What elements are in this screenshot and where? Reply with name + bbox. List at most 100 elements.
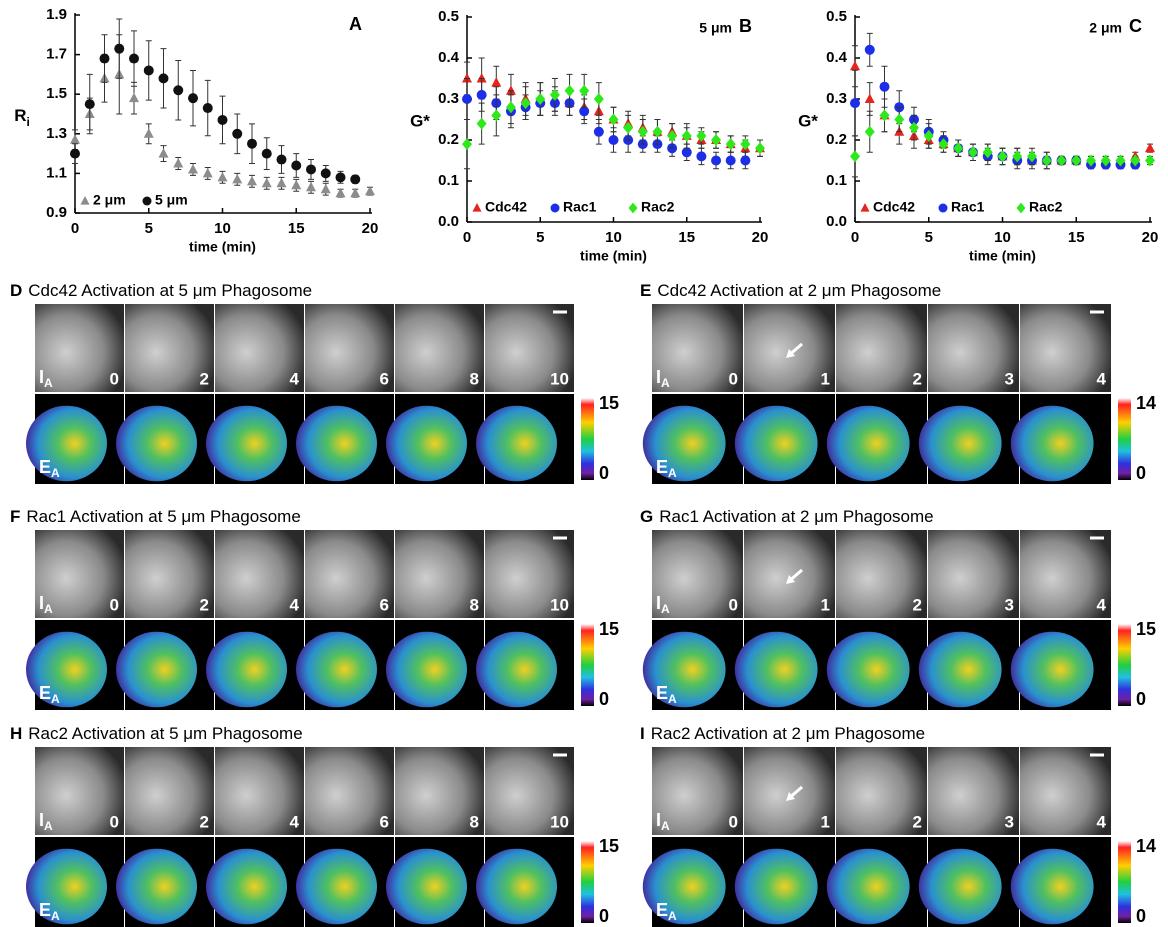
point [879, 81, 890, 92]
colorbar-min: 0 [599, 463, 609, 483]
frame-time: 10 [550, 812, 569, 831]
point [491, 109, 502, 122]
frame-time: 2 [913, 595, 922, 614]
intensity-image [125, 304, 214, 392]
y-tick-label: 0.2 [438, 131, 459, 148]
intensity-image [836, 530, 927, 618]
point [129, 53, 139, 64]
frame-time: 2 [200, 812, 209, 831]
legend-marker [938, 203, 948, 213]
colorbar-max: 14 [1136, 393, 1156, 413]
point [114, 43, 125, 54]
frame-time: 3 [1005, 595, 1014, 614]
point [306, 164, 316, 175]
x-tick-label: 10 [605, 229, 622, 246]
point [129, 92, 139, 103]
legend-label: Rac1 [951, 199, 985, 215]
x-axis-label: time (min) [580, 248, 647, 264]
intensity-image [215, 304, 304, 392]
fret-image [116, 405, 197, 482]
point [350, 187, 361, 198]
frame-time: 0 [110, 595, 119, 614]
colorbar-min: 0 [599, 689, 609, 709]
frame-time: 4 [1097, 812, 1107, 831]
point [711, 155, 722, 166]
x-tick-label: 20 [362, 220, 379, 237]
frame-time: 4 [1097, 369, 1107, 388]
point [276, 177, 287, 188]
y-tick-label: 0.4 [438, 49, 460, 66]
point [505, 85, 516, 95]
frame-time: 2 [200, 595, 209, 614]
y-tick-label: 0.1 [438, 172, 459, 189]
y-tick-label: 0.4 [826, 49, 848, 66]
point [261, 177, 272, 188]
fret-image [296, 631, 377, 708]
legend-marker [142, 196, 152, 206]
frame-time: 6 [380, 595, 389, 614]
point [335, 187, 346, 198]
point [1027, 150, 1037, 163]
frame-time: 1 [821, 595, 830, 614]
fret-image [206, 631, 287, 708]
panel-title-text: Rac2 Activation at 2 μm Phagosome [651, 724, 925, 743]
row-label-main: I [39, 593, 44, 613]
frame-time: 0 [729, 595, 738, 614]
intensity-image [215, 747, 304, 835]
fret-image [826, 848, 910, 925]
point [864, 125, 875, 138]
y-tick-label: 1.9 [46, 6, 67, 23]
point [173, 85, 184, 96]
point [579, 106, 590, 117]
row-label: IA [656, 810, 670, 833]
point [982, 146, 993, 159]
intensity-image [652, 304, 743, 392]
point [740, 138, 751, 151]
x-tick-label: 0 [463, 229, 471, 246]
row-label: EA [39, 683, 60, 706]
point [476, 73, 487, 83]
frame-time: 2 [913, 812, 922, 831]
point [143, 128, 154, 138]
point [1071, 154, 1082, 167]
point [879, 109, 890, 122]
panel-label: D [10, 281, 22, 300]
y-tick-label: 0.9 [46, 204, 67, 221]
row-label-sub: A [44, 376, 53, 390]
point [365, 185, 375, 196]
point [320, 168, 331, 179]
point [462, 73, 472, 83]
point [247, 138, 257, 149]
y-tick-label: 0.5 [826, 8, 847, 25]
arrow [786, 575, 795, 584]
frame-time: 4 [1097, 595, 1107, 614]
row-label: EA [656, 457, 677, 480]
frame-time: 3 [1005, 369, 1014, 388]
intensity-image [836, 747, 927, 835]
row-label-sub: A [661, 819, 670, 833]
colorbar [581, 841, 594, 923]
fret-image [734, 848, 818, 925]
point [350, 174, 361, 185]
x-tick-label: 5 [536, 229, 544, 246]
point [953, 142, 964, 155]
x-tick-label: 5 [145, 220, 153, 237]
point [549, 88, 560, 101]
x-tick-label: 0 [851, 229, 859, 246]
legend-marker [550, 203, 560, 213]
panel-label: H [10, 724, 22, 743]
intensity-image [652, 747, 743, 835]
fret-image [386, 848, 467, 925]
fret-image [26, 631, 107, 708]
panel-title-text: Rac1 Activation at 5 μm Phagosome [26, 507, 300, 526]
legend-marker [860, 203, 870, 212]
y-tick-label: 0.3 [826, 90, 847, 107]
point [143, 65, 154, 76]
fret-image [206, 848, 287, 925]
x-tick-label: 20 [752, 229, 769, 246]
frame-time: 8 [470, 812, 479, 831]
point [335, 172, 346, 183]
fret-image [734, 631, 818, 708]
row-label-main: E [39, 683, 51, 703]
frame-time: 1 [821, 369, 830, 388]
